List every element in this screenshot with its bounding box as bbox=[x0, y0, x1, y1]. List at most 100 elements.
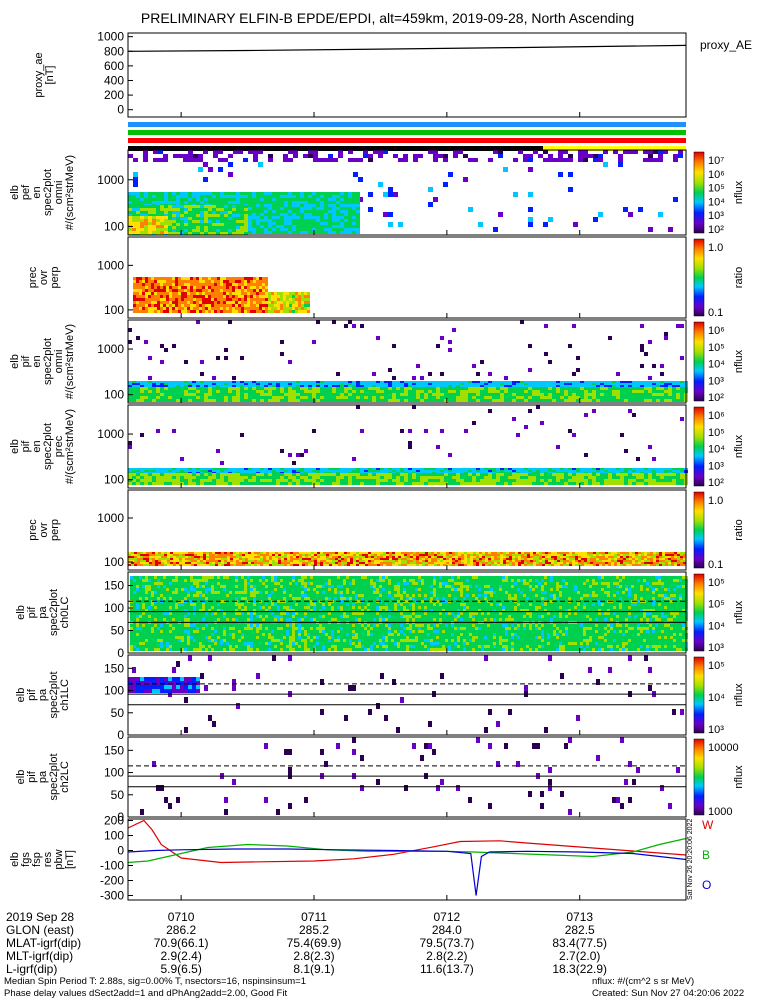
heatmap-cell bbox=[332, 195, 336, 198]
heatmap-cell bbox=[226, 280, 229, 283]
heatmap-cell bbox=[256, 210, 260, 213]
heatmap-cell bbox=[336, 396, 340, 399]
heatmap-cell bbox=[419, 564, 422, 566]
heatmap-cell bbox=[664, 476, 668, 479]
heatmap-cell bbox=[350, 554, 353, 556]
heatmap-cell bbox=[311, 560, 314, 562]
heatmap-cell bbox=[568, 473, 572, 476]
heatmap-cell bbox=[383, 554, 386, 556]
heatmap-cell bbox=[240, 201, 244, 204]
heatmap-cell bbox=[332, 476, 336, 479]
heatmap-cell bbox=[340, 213, 344, 216]
heatmap-cell bbox=[277, 304, 280, 307]
heatmap-cell bbox=[158, 556, 161, 558]
heatmap-cell bbox=[220, 201, 224, 204]
heatmap-cell bbox=[288, 453, 292, 457]
heatmap-cell bbox=[536, 468, 540, 470]
heatmap-cell bbox=[168, 214, 172, 217]
heatmap-cell bbox=[172, 304, 175, 307]
heatmap-cell bbox=[440, 429, 444, 433]
heatmap-cell bbox=[264, 476, 268, 479]
heatmap-cell bbox=[404, 396, 408, 399]
heatmap-cell bbox=[332, 213, 336, 216]
heatmap-cell bbox=[260, 216, 264, 219]
heatmap-cell bbox=[190, 295, 193, 298]
heatmap-cell bbox=[416, 393, 420, 396]
heatmap-cell bbox=[680, 381, 684, 383]
heatmap-cell bbox=[136, 383, 140, 385]
heatmap-cell bbox=[216, 214, 220, 217]
heatmap-cell bbox=[448, 396, 452, 399]
heatmap-cell bbox=[167, 552, 170, 554]
heatmap-cell bbox=[312, 195, 316, 198]
heatmap-cell bbox=[636, 387, 640, 390]
heatmap-cell bbox=[488, 393, 492, 396]
heatmap-cell bbox=[328, 393, 332, 396]
heatmap-cell bbox=[352, 231, 356, 234]
heatmap-cell bbox=[368, 473, 372, 476]
heatmap-cell bbox=[302, 558, 305, 560]
heatmap-cell bbox=[266, 564, 269, 566]
heatmap-cell bbox=[284, 470, 288, 472]
heatmap-cell bbox=[556, 396, 560, 399]
heatmap-cell bbox=[139, 292, 142, 295]
heatmap-cell bbox=[284, 210, 288, 213]
heatmap-cell bbox=[157, 298, 160, 301]
heatmap-cell bbox=[180, 457, 184, 461]
heatmap-cell bbox=[638, 207, 643, 212]
heatmap-cell bbox=[163, 277, 166, 280]
heatmap-cell bbox=[338, 552, 341, 554]
heatmap-cell bbox=[132, 205, 136, 208]
heatmap-cell bbox=[656, 393, 660, 396]
heatmap-cell bbox=[496, 387, 500, 390]
heatmap-cell bbox=[284, 552, 287, 554]
heatmap-cell bbox=[212, 205, 216, 208]
heatmap-cell bbox=[182, 564, 185, 566]
heatmap-cell bbox=[532, 479, 536, 482]
heatmap-cell bbox=[144, 208, 148, 211]
heatmap-cell bbox=[368, 192, 373, 197]
heatmap-cell bbox=[524, 470, 528, 472]
heatmap-cell bbox=[383, 558, 386, 560]
heatmap-cell bbox=[612, 479, 616, 482]
heatmap-cell bbox=[173, 154, 178, 158]
heatmap-cell bbox=[298, 292, 301, 295]
heatmap-cell bbox=[269, 564, 272, 566]
heatmap-cell bbox=[145, 292, 148, 295]
heatmap-cell bbox=[348, 385, 352, 387]
heatmap-cell bbox=[200, 192, 204, 195]
heatmap-cell bbox=[648, 482, 652, 485]
heatmap-cell bbox=[276, 204, 280, 207]
heatmap-cell bbox=[383, 192, 388, 197]
heatmap-cell bbox=[356, 390, 360, 393]
heatmap-cell bbox=[223, 295, 226, 298]
heatmap-cell bbox=[463, 177, 468, 182]
heatmap-cell bbox=[180, 226, 184, 229]
heatmap-cell bbox=[160, 205, 164, 208]
heatmap-cell bbox=[464, 468, 468, 470]
heatmap-cell bbox=[472, 385, 476, 387]
heatmap-cell bbox=[584, 393, 588, 396]
heatmap-cell bbox=[353, 554, 356, 556]
heatmap-cell bbox=[360, 324, 364, 328]
heatmap-cell bbox=[276, 192, 280, 195]
heatmap-cell bbox=[400, 482, 404, 485]
heatmap-cell bbox=[347, 552, 350, 554]
heatmap-cell bbox=[216, 211, 220, 214]
heatmap-cell bbox=[668, 482, 672, 485]
heatmap-cell bbox=[348, 399, 352, 402]
heatmap-cell bbox=[392, 344, 396, 348]
heatmap-cell bbox=[148, 376, 152, 380]
heatmap-cell bbox=[377, 552, 380, 554]
heatmap-cell bbox=[583, 158, 588, 162]
heatmap-cell bbox=[620, 482, 624, 485]
heatmap-cell bbox=[676, 470, 680, 472]
heatmap-cell bbox=[612, 482, 616, 485]
heatmap-cell bbox=[572, 433, 576, 437]
heatmap-cell bbox=[335, 562, 338, 564]
heatmap-cell bbox=[356, 204, 360, 207]
heatmap-cell bbox=[323, 552, 326, 554]
heatmap-cell bbox=[520, 470, 524, 472]
heatmap-cell bbox=[296, 482, 300, 485]
heatmap-cell bbox=[272, 387, 276, 390]
